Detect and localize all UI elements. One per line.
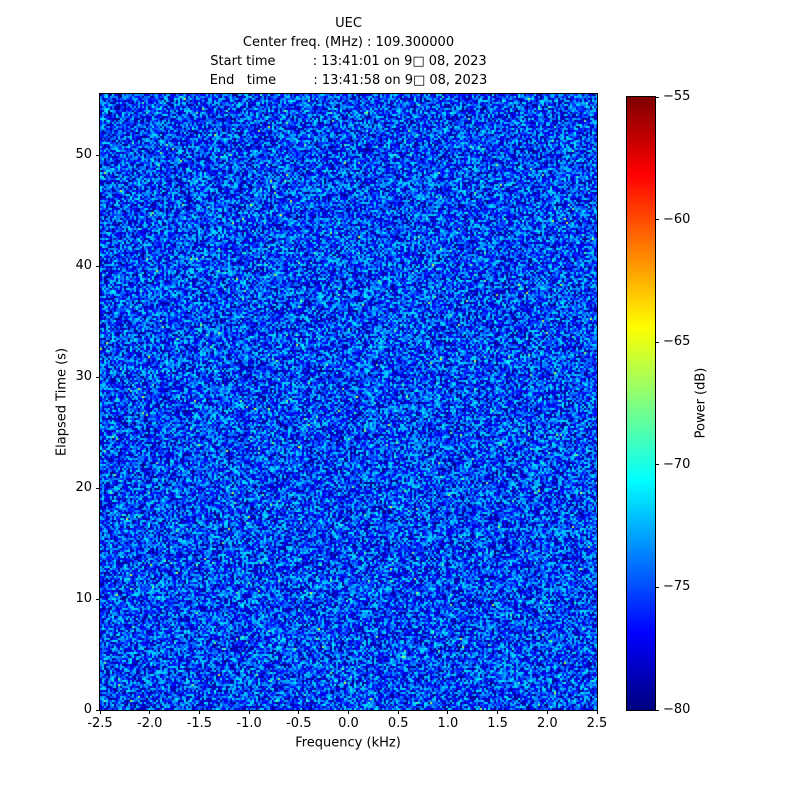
end-time-line: End time : 13:41:58 on 9□ 08, 2023 <box>209 73 488 88</box>
x-tick-label: 0.0 <box>338 716 359 731</box>
y-tick <box>96 265 100 267</box>
y-tick-label: 30 <box>75 369 92 385</box>
colorbar-tick-label: −70 <box>663 456 691 472</box>
colorbar-tick <box>655 219 659 221</box>
y-tick <box>96 154 100 156</box>
x-tick-label: -2.0 <box>137 716 163 731</box>
x-tick <box>546 710 548 714</box>
y-axis-label: Elapsed Time (s) <box>54 347 70 457</box>
figure-title: UEC <box>335 16 362 31</box>
start-time-line: Start time : 13:41:01 on 9□ 08, 2023 <box>210 54 487 69</box>
x-tick <box>348 710 349 714</box>
colorbar-tick <box>655 341 659 343</box>
x-tick-label: -1.5 <box>186 716 213 731</box>
x-tick-label: -1.0 <box>236 716 262 731</box>
y-tick-label: 40 <box>75 258 92 274</box>
x-axis-label: Frequency (kHz) <box>295 735 401 751</box>
colorbar-tick <box>655 586 659 588</box>
y-tick <box>96 487 100 489</box>
y-tick <box>96 598 100 600</box>
y-tick-label: 20 <box>75 480 92 496</box>
colorbar-label: Power (dB) <box>693 367 709 439</box>
x-tick-label: 2.5 <box>586 716 608 731</box>
x-tick <box>99 710 101 714</box>
x-tick <box>497 710 499 714</box>
y-tick-label: 0 <box>83 702 92 717</box>
colorbar-tick <box>655 464 659 466</box>
x-tick <box>447 710 449 714</box>
x-tick <box>397 710 399 714</box>
y-tick-label: 50 <box>75 147 92 163</box>
x-tick-label: 2.0 <box>536 716 558 731</box>
x-tick <box>198 710 200 714</box>
colorbar-tick-label: −60 <box>663 211 691 227</box>
colorbar-tick-label: −75 <box>663 579 691 595</box>
colorbar-tick-label: −55 <box>663 89 691 104</box>
y-tick <box>96 376 100 378</box>
center-freq-line: Center freq. (MHz) : 109.300000 <box>242 35 455 50</box>
x-tick-label: 0.5 <box>387 716 409 731</box>
colorbar-tick <box>655 96 659 98</box>
x-tick <box>298 710 300 714</box>
figure-header: UEC Center freq. (MHz) : 109.300000 Star… <box>100 14 597 90</box>
colorbar-border <box>626 96 656 711</box>
x-tick <box>248 710 250 714</box>
x-tick <box>596 710 598 714</box>
x-tick <box>149 710 151 714</box>
colorbar-tick-label: −65 <box>663 334 691 350</box>
x-tick-label: -2.5 <box>87 716 113 731</box>
colorbar-tick <box>655 709 659 711</box>
heatmap-canvas <box>100 94 597 710</box>
axes-border <box>99 93 598 711</box>
colorbar-gradient <box>627 97 655 710</box>
x-tick-label: -0.5 <box>286 716 312 731</box>
y-tick <box>96 709 100 711</box>
x-tick-label: 1.5 <box>487 716 508 731</box>
y-tick-label: 10 <box>75 591 92 606</box>
x-tick-label: 1.0 <box>437 716 459 731</box>
colorbar-tick-label: −80 <box>663 702 691 717</box>
